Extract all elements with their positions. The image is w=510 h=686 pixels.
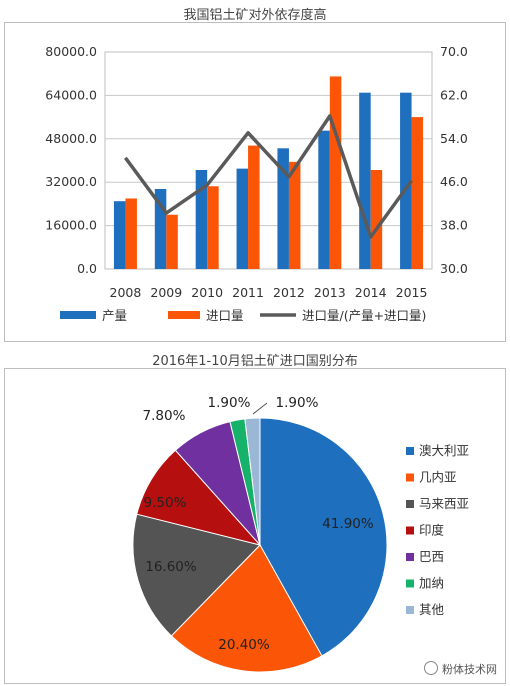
x-tick-label: 2008 [110,285,142,300]
legend-swatch [406,500,414,508]
legend-swatch [406,447,414,455]
chart-title-import-origin: 2016年1-10月铝土矿进口国别分布 [152,354,358,369]
y-left-tick-label: 0.0 [77,261,97,276]
bar-import [411,117,424,269]
chart-title-import-dependency: 我国铝土矿对外依存度高 [183,8,327,23]
legend-label: 加纳 [419,576,444,591]
bar-import [166,214,178,269]
pie-chart: 41.90% 20.40% 16.60% 9.50% 7.80% 1.90% 1.90% 澳大… [132,395,469,673]
bar-production [195,169,208,269]
pie-data-label: 41.90% [322,516,374,532]
bar-production [113,201,126,269]
bar-production [400,92,412,269]
legend-swatch [168,311,200,319]
pie-slice [244,417,261,546]
y-right-tick-label: 70.0 [440,44,468,59]
x-tick-label: 2009 [150,285,182,300]
pie-data-label: 9.50% [144,495,187,511]
leader-line [252,402,268,415]
y-left-tick-label: 32000.0 [45,174,97,189]
x-tick-label: 2012 [273,285,305,300]
pie-slice [136,449,262,546]
legend-label: 进口量 [206,308,244,323]
legend-swatch [406,526,414,535]
bar-import [207,186,219,269]
legend-label: 产量 [102,308,127,323]
y-left-tick-label: 80000.0 [45,44,97,59]
y-right-tick-label: 30.0 [440,261,468,276]
line-import-ratio [123,114,414,239]
x-tick-label: 2014 [355,285,387,300]
bar-import [125,198,137,269]
x-tick-label: 2015 [396,285,428,300]
y-right-tick-label: 38.0 [440,218,468,233]
legend-label: 巴西 [419,549,444,564]
bar-import [248,145,260,269]
bar-production [154,188,167,269]
y-left-tick-label: 16000.0 [45,218,97,233]
pie-slice [132,513,261,637]
legend-swatch [406,473,414,482]
legend-label: 澳大利亚 [419,443,469,458]
legend-swatch [60,311,96,319]
watermark-text: 粉体技术网 [442,663,497,676]
legend-swatch [406,606,414,614]
pie-chart-panel: 41.90% 20.40% 16.60% 9.50% 7.80% 1.90% 1.90% 澳大… [4,368,506,684]
pie-slice [170,544,323,673]
pie-data-label: 7.80% [143,408,186,424]
y-left-tick-label: 64000.0 [45,87,97,102]
pie-data-label: 16.60% [145,559,197,575]
legend-swatch [406,579,414,588]
legend-label: 马来西亚 [419,496,469,511]
wechat-icon [424,661,438,675]
y-right-tick-label: 54.0 [440,131,468,146]
y-right-tick-label: 46.0 [440,174,468,189]
bar-production [236,168,249,269]
pie-data-label: 1.90% [208,395,251,411]
legend-label: 印度 [419,523,445,538]
watermark: 粉体技术网 [424,661,497,677]
bar-line-chart: 0.0 16000.0 32000.0 48000.0 64000.0 80000.0 30… [45,44,468,323]
legend-swatch [406,553,414,561]
x-tick-label: 2011 [232,285,264,300]
bar-import [288,161,301,269]
bar-production [318,130,330,269]
bar-production [277,148,289,269]
bar-import [329,76,342,269]
legend-label: 几内亚 [419,470,457,485]
legend-label: 其他 [419,602,445,617]
legend-label: 进口量/(产量+进口量) [302,308,426,323]
bar-production [359,92,371,269]
y-left-tick-label: 48000.0 [45,131,97,146]
bar-import [370,169,383,269]
bar-line-chart-panel: 0.0 16000.0 32000.0 48000.0 64000.0 80000.0 30… [4,22,506,342]
pie-slice [259,417,388,657]
plot-frame [104,51,433,270]
pie-data-label: 20.40% [218,637,270,653]
pie-data-label: 1.90% [276,395,319,411]
y-right-tick-label: 62.0 [440,87,468,102]
x-tick-label: 2013 [314,285,346,300]
x-tick-label: 2010 [191,285,223,300]
